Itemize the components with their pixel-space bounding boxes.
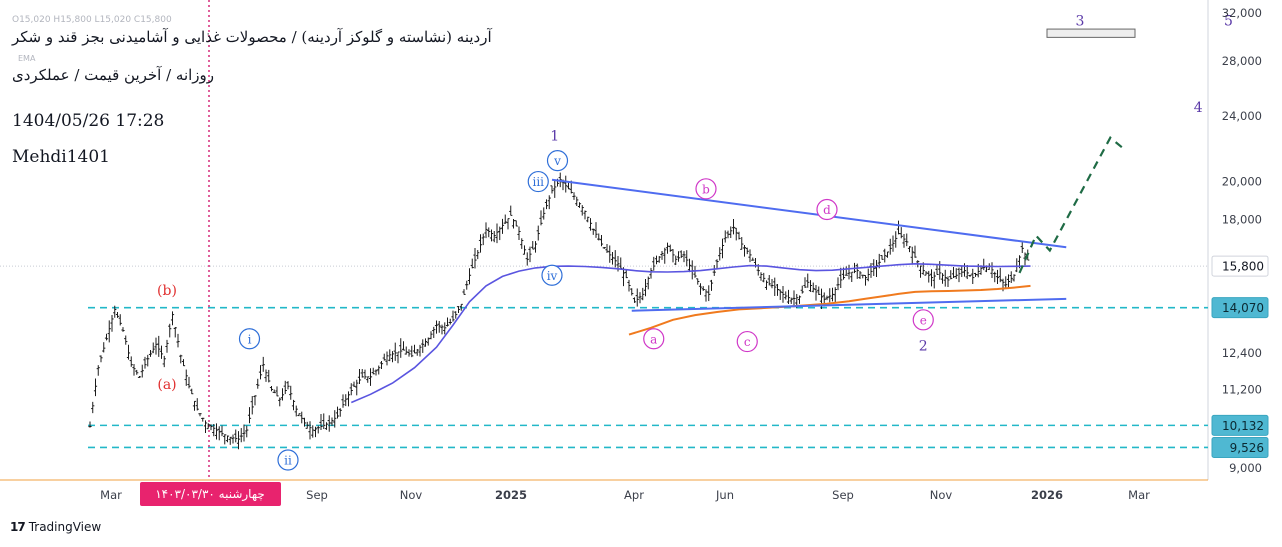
wave-label: 5 [1224,13,1233,29]
grid-layer [0,0,1209,481]
time-tick-label: Jun [715,488,734,502]
ema-long-line [350,262,1031,404]
wave-label-circle [643,328,665,350]
ema-lines [350,262,1031,404]
projection-path[interactable] [1018,135,1125,274]
price-tick-label: 24,000 [1222,109,1262,123]
ohlc-readout: O15,020 H15,800 L15,020 C15,800 [12,15,172,25]
price-badge [1211,414,1269,436]
time-tick-label: Nov [400,488,423,502]
time-tick-label: Sep [832,488,854,502]
time-tick-label: Mar [100,488,122,502]
price-badge-label: 10,132 [1222,419,1264,433]
wave-label-circle [736,330,758,353]
wave-label: e [920,313,927,327]
lower-trendline[interactable] [631,297,1067,312]
brand-name: TradingView [28,520,102,534]
price-badge [1211,255,1269,277]
time-axis[interactable]: Mar Sep Nov 2025 Apr Jun Sep Nov 2026 Mar چهارشنبه… [100,482,1150,506]
marker-box[interactable] [1046,28,1136,38]
time-tick-label: Mar [1128,488,1150,502]
wave-label-circle [238,328,261,350]
time-tick-label: 2026 [1031,488,1063,502]
price-tick-label: 18,000 [1222,212,1262,226]
wave-label: iv [547,269,558,283]
price-badge-label: 9,526 [1230,441,1264,455]
wave-label: v [553,154,561,168]
price-tick-label: 20,000 [1222,175,1262,189]
wave-label: iii [532,175,544,189]
date-badge-label: چهارشنبه ۱۴۰۳/۰۳/۳۰ [155,487,265,502]
wave-label: 2 [919,338,928,354]
price-axis[interactable]: 9,00011,20012,40014,00015,80018,00020,00… [1211,6,1269,475]
price-badge-label: 14,070 [1222,301,1264,315]
trend-lines[interactable] [551,178,1067,312]
wave-label-circle [912,309,934,331]
price-tick-label: 32,000 [1222,6,1262,20]
price-tick-label: 28,000 [1222,54,1262,68]
price-badge-label: 15,800 [1222,260,1264,274]
price-tick-label: 11,200 [1222,382,1262,396]
chart-title: آردینه (نشاسته و گلوکز آردینه) / محصولات… [12,28,492,46]
projection-path[interactable] [1018,135,1125,274]
ema-short-line [628,284,1031,336]
candles [88,172,1030,450]
time-tick-label: Nov [930,488,953,502]
wave-label: ii [284,453,292,467]
wave-label: b [702,182,710,196]
wave-label-circle [277,449,299,471]
wave-label: (a) [157,377,176,393]
marker-box[interactable] [1046,28,1136,38]
time-tick-label: Sep [306,488,328,502]
wave-label: i [248,332,252,346]
date-badge [140,482,281,506]
wave-label: d [823,203,831,217]
horizontal-levels [88,306,1208,449]
wave-label-circle [546,150,569,172]
time-tick-label: Apr [624,488,644,502]
author-name: Mehdi1401 [12,147,110,167]
price-badge [1211,297,1269,319]
wave-label: 4 [1194,100,1203,116]
chart-subtitle: روزانه / آخرین قیمت / عملکردی [12,66,215,84]
wave-label-circle [527,170,549,193]
price-tick-label: 12,400 [1222,346,1262,360]
tradingview-brand[interactable]: 17 TradingView [10,520,101,534]
wave-label-circle [541,264,563,286]
wave-label: a [650,332,657,346]
tradingview-logo-icon: 17 [10,520,26,534]
wave-label: c [744,335,751,349]
wave-label: 3 [1076,13,1085,29]
wave-label: 1 [550,129,559,145]
wave-label-circle [695,178,717,200]
wave-label: (b) [157,283,177,299]
time-tick-label: 2025 [495,488,527,502]
wave-label-circle [816,198,838,221]
timestamp: 1404/05/26 17:28 [12,111,165,131]
upper-trendline[interactable] [551,178,1067,249]
indicator-label: EMA [18,54,36,63]
price-tick-label: 9,000 [1229,461,1262,475]
price-badge [1211,436,1269,458]
